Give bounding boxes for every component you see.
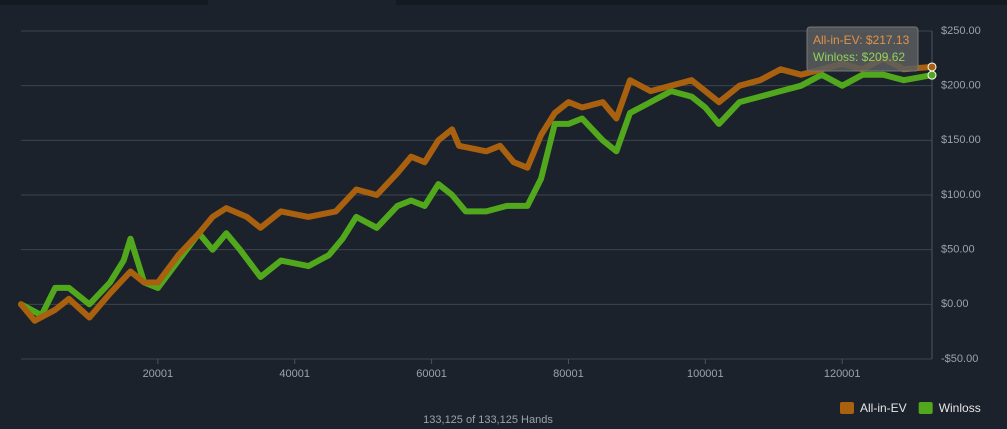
- legend-marker: [918, 402, 933, 414]
- series-line: [18, 55, 935, 324]
- series-line: [18, 71, 935, 319]
- x-tick-label: 120001: [824, 368, 861, 380]
- legend-label: All-in-EV: [860, 401, 907, 415]
- x-tick-label: 100001: [687, 368, 724, 380]
- tab: [0, 0, 208, 5]
- tooltip-text: Winloss: $209.62: [813, 50, 905, 64]
- y-tick-label: $150.00: [941, 134, 981, 146]
- x-tick-label: 60001: [416, 368, 447, 380]
- y-tick-label: $50.00: [941, 244, 975, 256]
- legend-label: Winloss: [939, 401, 981, 415]
- tooltip-box: [806, 26, 919, 72]
- end-marker: [927, 62, 937, 72]
- x-tick-label: 40001: [279, 368, 310, 380]
- tab: [396, 0, 1007, 5]
- footer: 133,125 of 133,125 Hands: [423, 414, 553, 426]
- x-tick-label: 80001: [553, 368, 584, 380]
- y-tick-label: $200.00: [941, 80, 981, 92]
- tooltip-text: All-in-EV: $217.13: [813, 33, 910, 47]
- plot: $250.00 $200.00 $150.00 $100.00 $50.00 $0.00 -…: [18, 25, 981, 415]
- legend-marker: [840, 402, 854, 414]
- end-marker: [927, 70, 937, 80]
- y-tick-label: $100.00: [941, 189, 981, 201]
- y-tick-label: $0.00: [941, 298, 969, 310]
- x-tick-label: 20001: [143, 368, 174, 380]
- y-tick-label: $250.00: [941, 25, 981, 37]
- y-tick-label: -$50.00: [941, 353, 978, 365]
